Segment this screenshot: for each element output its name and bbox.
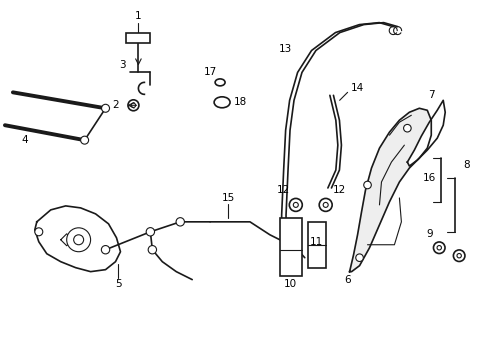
- Text: 8: 8: [462, 160, 468, 170]
- Circle shape: [81, 136, 88, 144]
- Text: 6: 6: [344, 275, 350, 285]
- Circle shape: [66, 228, 90, 252]
- Polygon shape: [349, 108, 430, 272]
- Text: 13: 13: [279, 44, 292, 54]
- Circle shape: [74, 235, 83, 245]
- Circle shape: [363, 181, 370, 189]
- Circle shape: [293, 202, 298, 207]
- Circle shape: [176, 218, 184, 226]
- Circle shape: [35, 228, 42, 236]
- Text: 18: 18: [233, 97, 246, 107]
- Polygon shape: [35, 206, 120, 272]
- Text: 3: 3: [119, 60, 125, 71]
- Text: 9: 9: [425, 229, 432, 239]
- Text: 11: 11: [309, 237, 323, 247]
- Circle shape: [128, 100, 139, 111]
- Text: 12: 12: [332, 185, 346, 195]
- Circle shape: [319, 198, 331, 211]
- Circle shape: [436, 246, 441, 250]
- Text: 16: 16: [422, 173, 435, 183]
- Ellipse shape: [215, 79, 224, 86]
- Text: 2: 2: [112, 100, 119, 110]
- Circle shape: [432, 242, 444, 253]
- Circle shape: [148, 246, 156, 254]
- Bar: [279, 218, 301, 276]
- Circle shape: [102, 104, 109, 112]
- Circle shape: [131, 103, 135, 108]
- Bar: [307, 222, 325, 268]
- Text: 7: 7: [427, 90, 434, 100]
- Ellipse shape: [214, 97, 229, 108]
- Circle shape: [456, 253, 460, 258]
- Text: 14: 14: [350, 84, 364, 93]
- Circle shape: [403, 125, 410, 132]
- Text: 5: 5: [115, 279, 122, 289]
- Circle shape: [323, 202, 327, 207]
- Bar: [126, 32, 150, 42]
- Circle shape: [101, 246, 109, 254]
- Text: 4: 4: [21, 135, 28, 145]
- Polygon shape: [407, 100, 444, 166]
- Text: 15: 15: [221, 193, 234, 203]
- Text: 12: 12: [277, 185, 290, 195]
- Circle shape: [355, 254, 363, 261]
- Circle shape: [146, 228, 154, 236]
- Text: 10: 10: [284, 279, 297, 289]
- Text: 17: 17: [203, 67, 216, 77]
- Circle shape: [289, 198, 302, 211]
- Text: 1: 1: [135, 11, 142, 21]
- Circle shape: [452, 250, 464, 261]
